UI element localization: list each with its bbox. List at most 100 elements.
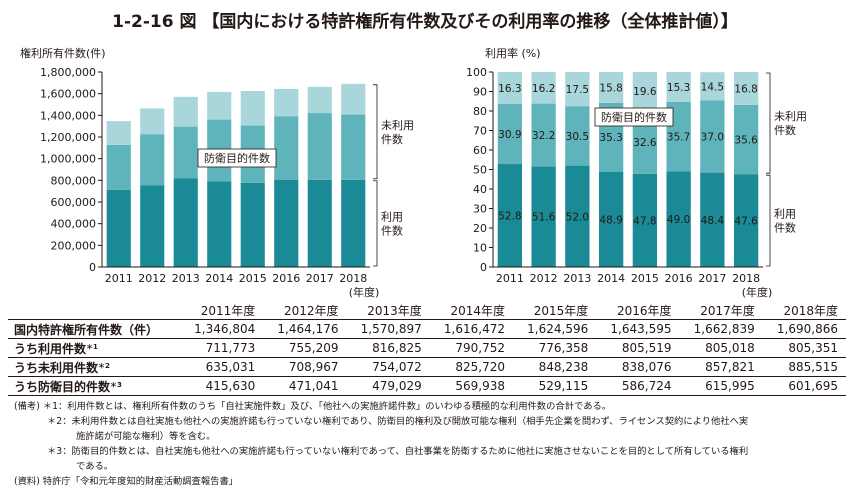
unused-bracket: [766, 72, 771, 174]
y-tick-label: 1,000,000: [40, 153, 96, 166]
table-cell: 754,072: [346, 357, 430, 377]
table-row-total: 国内特許権所有件数（件） 1,346,804 1,464,176 1,570,8…: [8, 319, 846, 339]
table-header-cell: 2014年度: [450, 303, 505, 318]
footnote-mark: ＊3: [110, 380, 122, 389]
y-tick-label: 40: [473, 183, 487, 196]
bar-segment: [666, 171, 691, 267]
y-tick-label: 20: [473, 222, 487, 235]
defense-annotation-label: 防衛目的件数: [204, 151, 270, 165]
defense-annotation-box: [197, 148, 277, 168]
table-cell: 816,825: [346, 338, 430, 358]
table-cell: 805,351: [762, 338, 846, 358]
bar-value-label: 35.7: [667, 132, 690, 144]
y-tick-label: 800,000: [51, 174, 97, 187]
table-cell: 805,018: [679, 338, 763, 358]
bar-segment: [733, 104, 759, 175]
y-tick-label: 1,400,000: [40, 109, 96, 122]
bar-value-label: 47.6: [734, 216, 758, 228]
y-tick-label: 1,600,000: [40, 88, 96, 101]
table-header-cell: 2017年度: [700, 303, 755, 318]
y-tick-label: 1,200,000: [40, 131, 96, 144]
bar-segment: [565, 165, 590, 267]
page-title: 1-2-16 図 【国内における特許権所有件数及びその利用率の推移（全体推計値）…: [112, 12, 738, 32]
note-2a: ＊2：未利用件数とは自社実施も他社への実施許諾も行っていない権利であり、防衛目的…: [47, 416, 749, 427]
x-tick-label: 2018: [732, 272, 760, 285]
bar-segment: [733, 174, 759, 267]
table-cell: 529,115: [513, 376, 597, 396]
table-cell: 479,029: [346, 376, 430, 396]
table-cell: 586,724: [596, 376, 680, 396]
footnote-mark: ＊2: [98, 361, 110, 370]
bar-segment: [307, 86, 332, 114]
used-label: 利用: [381, 210, 403, 223]
x-tick-label: 2017: [698, 272, 726, 285]
y-tick-label: 80: [473, 105, 487, 118]
y-tick-label: 600,000: [51, 196, 97, 209]
table-cell: 1,624,596: [513, 319, 597, 339]
bar-value-label: 15.8: [599, 82, 622, 94]
used-bracket: [766, 174, 771, 267]
table-header-cell: 2012年度: [283, 303, 339, 318]
table-cell: 776,358: [513, 338, 597, 358]
y-tick-label: 200,000: [51, 239, 97, 252]
bar-segment: [207, 91, 232, 120]
left-chart-ylabel: 権利所有件数(件): [20, 47, 106, 60]
bar-segment: [632, 72, 658, 111]
unused-label: 件数: [774, 124, 796, 137]
row-label: うち防衛目的件数＊3: [8, 376, 180, 396]
bar-segment: [733, 72, 759, 105]
table-cell: 569,938: [429, 376, 513, 396]
table-cell: 1,346,804: [180, 319, 264, 339]
bar-value-label: 30.5: [566, 131, 589, 143]
y-tick-label: 0: [89, 261, 96, 274]
bar-segment: [632, 173, 658, 267]
table-cell: 805,519: [596, 338, 680, 358]
bar-segment: [307, 113, 332, 180]
bar-segment: [274, 116, 299, 180]
bar-segment: [531, 103, 556, 167]
table-cell: 755,209: [263, 338, 347, 358]
bar-segment: [531, 166, 556, 267]
bar-segment: [207, 181, 232, 267]
bar-segment: [274, 88, 299, 117]
table-cell: 615,995: [679, 376, 763, 396]
bar-value-label: 49.0: [667, 214, 690, 226]
bar-segment: [598, 72, 624, 103]
bar-segment: [173, 126, 198, 179]
bar-value-label: 37.0: [701, 132, 724, 144]
x-tick-label: 2012: [138, 272, 166, 285]
bar-segment: [531, 72, 556, 104]
ownership-count-chart: 0 200,000 400,000 600,000 800,000 1,000,000 1,…: [40, 66, 414, 299]
table-header-row: 2011年度 2012年度 2013年度 2014年度 2015年度 2016年…: [8, 301, 846, 320]
bar-segment: [140, 185, 165, 267]
utilization-rate-chart: 0 10 20 30 40 50 60 70 80 90 100 52.8 30.9 16.3 2011 51…: [466, 66, 807, 299]
x-tick-label: 2013: [563, 272, 591, 285]
table-row-unused: うち未利用件数＊2 635,031 708,967 754,072 825,72…: [8, 357, 846, 377]
table-cell: 711,773: [180, 338, 264, 358]
x-axis-unit-label: (年度): [349, 285, 380, 299]
bar-value-label: 30.9: [498, 129, 521, 141]
unused-bracket: [373, 84, 378, 180]
table-cell: 838,076: [596, 357, 680, 377]
table-cell: 471,041: [263, 376, 347, 396]
bar-segment: [341, 114, 366, 180]
bar-segment: [307, 179, 332, 267]
bar-segment: [700, 72, 725, 101]
row-label: うち利用件数＊1: [8, 338, 180, 358]
bar-segment: [173, 96, 198, 127]
y-tick-label: 1,800,000: [40, 66, 96, 79]
x-tick-label: 2011: [105, 272, 133, 285]
x-tick-label: 2016: [272, 272, 300, 285]
table-header-cell: 2013年度: [367, 303, 422, 318]
bar-value-label: 48.9: [599, 214, 622, 226]
bar-segment: [341, 83, 366, 115]
unused-label: 件数: [381, 133, 403, 146]
defense-annotation-box: [594, 107, 674, 127]
bar-segment: [598, 171, 624, 267]
table-corner: [8, 301, 180, 320]
bar-value-label: 32.6: [633, 137, 657, 149]
table-cell: 885,515: [762, 357, 846, 377]
bar-segment: [497, 164, 523, 267]
used-label: 件数: [774, 222, 796, 235]
data-table: 2011年度 2012年度 2013年度 2014年度 2015年度 2016年…: [8, 301, 846, 396]
